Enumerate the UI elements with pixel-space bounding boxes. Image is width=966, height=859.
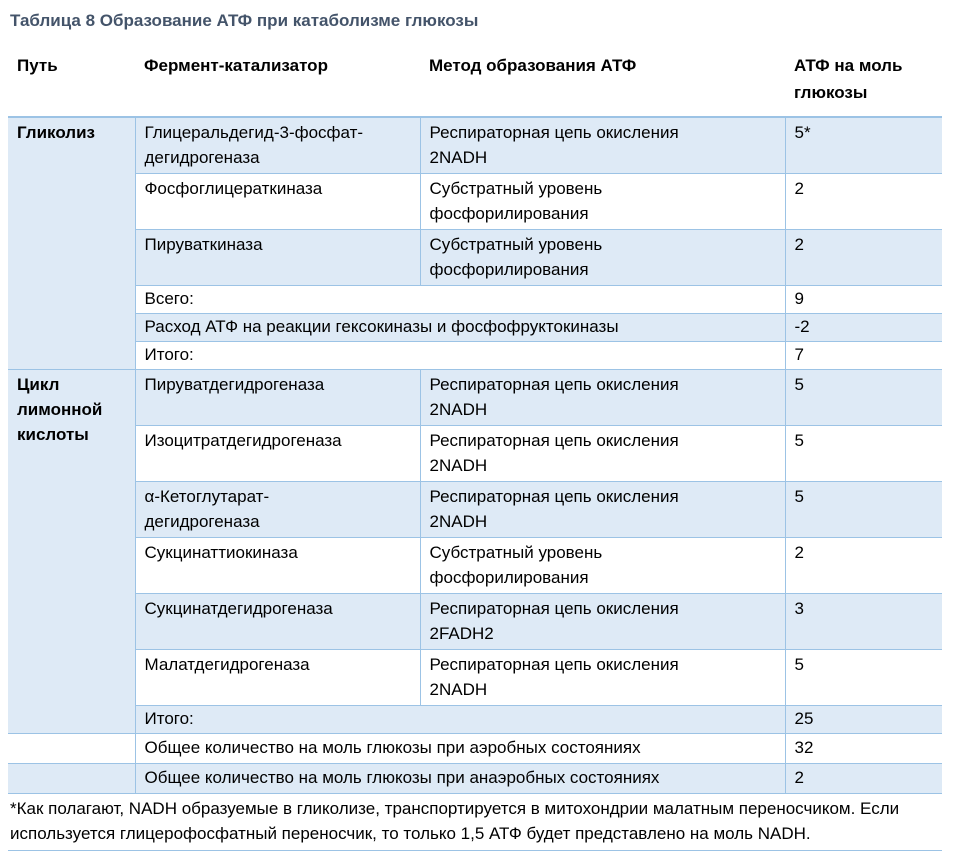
method-cell: Респираторная цепь окисления 2NADH — [419, 649, 786, 706]
method-cell: Респираторная цепь окисления 2NADH — [419, 369, 786, 426]
method-cell: Субстратный уровень фосфорилирования — [419, 173, 786, 230]
total-label-cell: Итого: — [135, 705, 786, 734]
atp-value-cell: 9 — [784, 285, 942, 314]
empty-pathway-cell — [8, 733, 136, 764]
atp-value-cell: 32 — [784, 733, 942, 764]
table-header: Путь Фермент-катализатор Метод образован… — [8, 44, 942, 117]
overall-label-cell: Общее количество на моль глюкозы при аэр… — [134, 733, 786, 764]
table-row: Малатдегидрогеназа Респираторная цепь ок… — [8, 649, 942, 706]
expense-label-cell: Расход АТФ на реакции гексокиназы и фосф… — [135, 313, 786, 342]
atp-value-cell: 2 — [784, 173, 942, 230]
enzyme-cell: Пируватдегидрогеназа — [134, 369, 421, 426]
atp-value-cell: 5 — [784, 369, 942, 426]
table-row: Пируваткиназа Субстратный уровень фосфор… — [8, 229, 942, 286]
table-row: Гликолиз Глицеральдегид-3-фосфат- дегидр… — [8, 116, 942, 370]
header-row: Путь Фермент-катализатор Метод образован… — [8, 44, 942, 117]
method-cell: Субстратный уровень фосфорилирования — [419, 537, 786, 594]
enzyme-cell: Пируваткиназа — [135, 229, 421, 286]
atp-value-cell: 5 — [784, 649, 942, 706]
overall-anaerobic-row: Общее количество на моль глюкозы при ана… — [8, 763, 942, 794]
enzyme-cell: Фосфоглицераткиназа — [135, 173, 421, 230]
table-row: Сукцинатдегидрогеназа Респираторная цепь… — [8, 593, 942, 650]
header-atp-per-mole: АТФ на моль глюкозы — [785, 44, 942, 117]
enzyme-cell: Глицеральдегид-3-фосфат- дегидрогеназа — [134, 116, 421, 174]
pathway-cell-citric-cycle: Цикл лимонной кислоты — [8, 369, 136, 734]
method-cell: Респираторная цепь окисления 2NADH — [419, 116, 786, 174]
enzyme-cell: α-Кетоглутарат- дегидрогеназа — [135, 481, 421, 538]
overall-label-cell: Общее количество на моль глюкозы при ана… — [134, 763, 786, 794]
atp-value-cell: 25 — [784, 705, 942, 734]
enzyme-cell: Сукцинаттиокиназа — [135, 537, 421, 594]
total-row: Итого: 25 — [8, 705, 942, 734]
table-row: Фосфоглицераткиназа Субстратный уровень … — [8, 173, 942, 230]
atp-expense-row: Расход АТФ на реакции гексокиназы и фосф… — [8, 313, 942, 342]
total-row: Итого: 7 — [8, 341, 942, 370]
enzyme-cell: Изоцитратдегидрогеназа — [135, 425, 421, 482]
header-pathway: Путь — [8, 44, 135, 117]
table-row: Изоцитратдегидрогеназа Респираторная цеп… — [8, 425, 942, 482]
header-enzyme: Фермент-катализатор — [135, 44, 420, 117]
subtotal-row: Всего: 9 — [8, 285, 942, 314]
footnote-row: *Как полагают, NADH образуемые в гликоли… — [8, 793, 942, 851]
table-caption: Таблица 8 Образование АТФ при катаболизм… — [10, 11, 479, 30]
atp-value-cell: -2 — [784, 313, 942, 342]
total-label-cell: Итого: — [135, 341, 786, 370]
method-cell: Респираторная цепь окисления 2NADH — [419, 481, 786, 538]
empty-pathway-cell — [8, 763, 136, 794]
table-row: Сукцинаттиокиназа Субстратный уровень фо… — [8, 537, 942, 594]
pathway-cell-glycolysis: Гликолиз — [8, 116, 136, 370]
atp-value-cell: 5 — [784, 481, 942, 538]
atp-value-cell: 3 — [784, 593, 942, 650]
atp-value-cell: 7 — [784, 341, 942, 370]
table-row: α-Кетоглутарат- дегидрогеназа Респиратор… — [8, 481, 942, 538]
atp-value-cell: 5* — [784, 116, 942, 174]
enzyme-cell: Сукцинатдегидрогеназа — [135, 593, 421, 650]
overall-aerobic-row: Общее количество на моль глюкозы при аэр… — [8, 733, 942, 764]
method-cell: Респираторная цепь окисления 2FADH2 — [419, 593, 786, 650]
footnote-text: *Как полагают, NADH образуемые в гликоли… — [8, 793, 942, 851]
enzyme-cell: Малатдегидрогеназа — [135, 649, 421, 706]
atp-value-cell: 2 — [784, 537, 942, 594]
atp-value-cell: 5 — [784, 425, 942, 482]
method-cell: Субстратный уровень фосфорилирования — [419, 229, 786, 286]
atp-formation-table: Путь Фермент-катализатор Метод образован… — [8, 44, 942, 851]
atp-value-cell: 2 — [784, 229, 942, 286]
subtotal-label-cell: Всего: — [135, 285, 786, 314]
method-cell: Респираторная цепь окисления 2NADH — [419, 425, 786, 482]
header-method: Метод образования АТФ — [420, 44, 785, 117]
atp-value-cell: 2 — [784, 763, 942, 794]
table-row: Цикл лимонной кислоты Пируватдегидрогена… — [8, 369, 942, 734]
